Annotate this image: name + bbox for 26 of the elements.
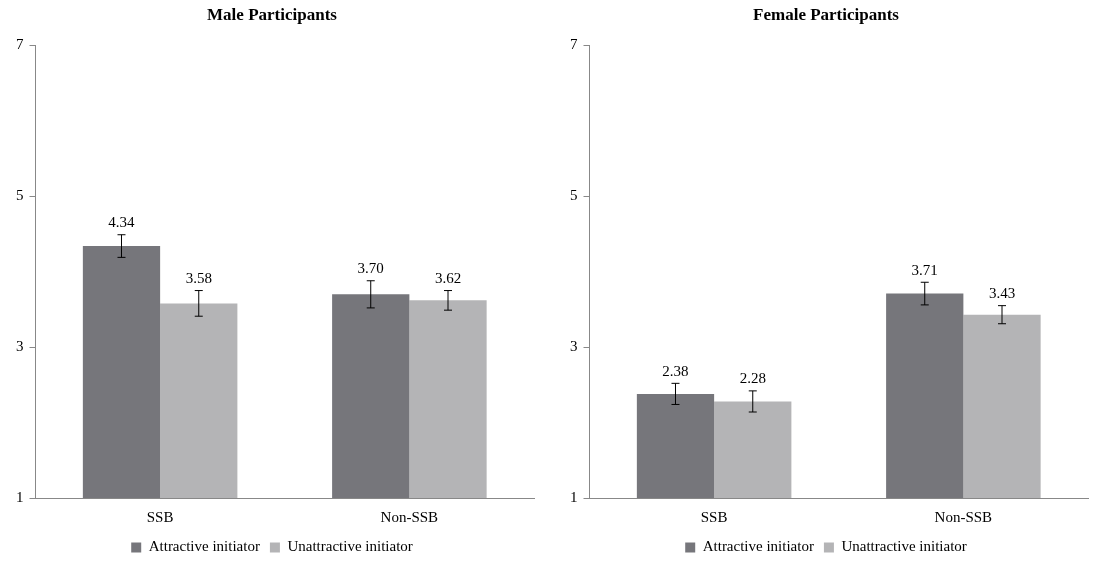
data-label: 2.28 — [739, 370, 766, 387]
y-tick-label: 1 — [570, 488, 578, 505]
y-tick-label: 3 — [16, 338, 24, 355]
data-label: 3.58 — [185, 270, 212, 286]
x-tick-label: SSB — [146, 508, 174, 525]
data-label: 3.70 — [357, 260, 384, 277]
legend-label: Attractive initiator — [148, 538, 260, 555]
chart-title: Male Participants — [207, 4, 338, 24]
y-tick-label: 1 — [16, 488, 24, 505]
legend-label: Attractive initiator — [702, 538, 814, 555]
legend-label: Unattractive initiator — [287, 538, 413, 555]
data-label: 3.43 — [988, 285, 1016, 302]
data-label: 4.34 — [108, 214, 136, 231]
y-tick-label: 7 — [570, 36, 578, 53]
y-tick-label: 3 — [570, 338, 578, 355]
y-tick-label: 5 — [570, 187, 578, 204]
chart-title: Female Participants — [753, 4, 900, 24]
x-tick-label: SSB — [700, 508, 728, 525]
data-label: 3.71 — [911, 261, 938, 278]
data-label: 3.62 — [434, 270, 462, 286]
legend-label: Unattractive initiator — [841, 538, 967, 555]
data-label: 2.38 — [662, 362, 689, 379]
y-tick-label: 5 — [16, 187, 24, 204]
y-tick-label: 7 — [16, 36, 24, 53]
x-tick-label: Non-SSB — [934, 508, 993, 525]
x-tick-label: Non-SSB — [380, 508, 439, 525]
